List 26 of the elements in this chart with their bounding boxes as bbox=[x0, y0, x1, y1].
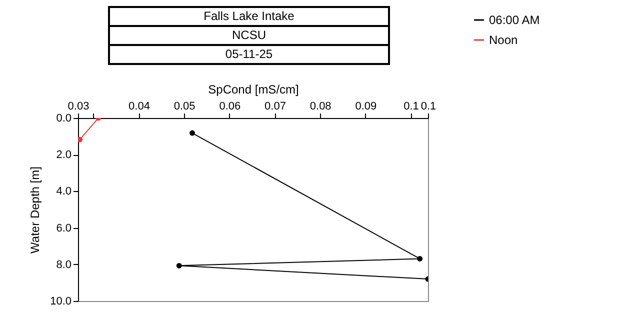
x-tick-label: 0.1 bbox=[420, 100, 436, 112]
y-tick-label: 8.0 bbox=[56, 258, 72, 271]
x-tick-label: 0.04 bbox=[128, 100, 150, 112]
x-tick-label: 0.07 bbox=[264, 100, 286, 112]
y-tick-label: 6.0 bbox=[56, 222, 72, 234]
x-tick-label: 0.09 bbox=[355, 100, 377, 112]
x-axis-title: SpCond [mS/cm] bbox=[208, 82, 299, 96]
y-tick-label: 4.0 bbox=[56, 186, 72, 198]
legend-label: Noon bbox=[489, 33, 518, 47]
point bbox=[78, 136, 83, 142]
y-tick-label: 2.0 bbox=[56, 149, 72, 162]
legend-label: 06:00 AM bbox=[489, 13, 540, 27]
y-axis-title: Water Depth [m] bbox=[28, 166, 42, 254]
x-tick-label: 0.1 bbox=[404, 100, 419, 112]
point bbox=[417, 256, 423, 262]
point bbox=[176, 262, 182, 268]
y-tick-label: 0.0 bbox=[56, 112, 72, 124]
x-tick-label: 0.08 bbox=[310, 100, 332, 112]
chart-title: Falls Lake Intake bbox=[108, 6, 390, 27]
text: 05-11-25 bbox=[108, 44, 390, 65]
chart-subtitle: NCSU bbox=[108, 25, 390, 46]
point bbox=[190, 130, 195, 136]
x-tick-label: 0.03 bbox=[68, 100, 90, 112]
x-tick-label: 0.05 bbox=[174, 100, 196, 112]
x-tick-label: 0.06 bbox=[219, 100, 241, 112]
y-tick-label: 10.0 bbox=[50, 296, 72, 308]
